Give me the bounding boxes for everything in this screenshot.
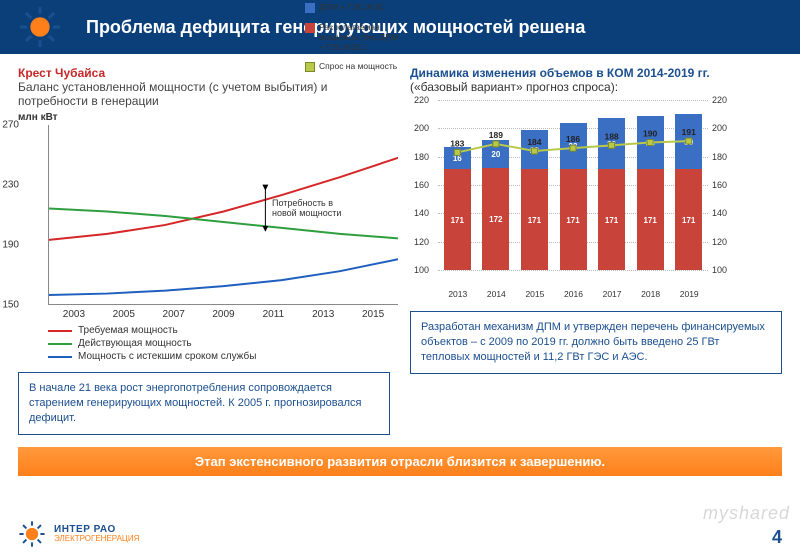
- line-chart-legend: Требуемая мощностьДействующая мощностьМо…: [48, 325, 390, 362]
- left-note: В начале 21 века рост энергопотребления …: [18, 372, 390, 435]
- right-chart-title: Динамика изменения объемов в КОМ 2014-20…: [410, 66, 782, 94]
- slide-header: Проблема дефицита генерирующих мощностей…: [0, 0, 800, 54]
- left-chart-unit: млн кВт: [18, 112, 390, 123]
- bar-chart-legend: ДПМ + ГЭС/АЭСРасполагаемая мощность (без…: [305, 2, 400, 81]
- brand: ИНТЕР РАО ЭЛЕКТРОГЕНЕРАЦИЯ: [18, 520, 139, 548]
- brand-logo-icon: [18, 520, 46, 548]
- footer-conclusion: Этап экстенсивного развития отрасли близ…: [18, 447, 782, 476]
- slide-footer: ИНТЕР РАО ЭЛЕКТРОГЕНЕРАЦИЯ 4: [18, 520, 782, 548]
- page-number: 4: [772, 527, 782, 548]
- content-area: Крест Чубайса Баланс установленной мощно…: [0, 54, 800, 435]
- brand-sub: ЭЛЕКТРОГЕНЕРАЦИЯ: [54, 535, 139, 544]
- line-chart: 150190230270 Потребность вновой мощности…: [48, 125, 398, 305]
- left-column: Крест Чубайса Баланс установленной мощно…: [18, 66, 390, 435]
- company-logo-icon: [18, 5, 62, 49]
- bar-chart: 17116172201712817133171361713817139 1831…: [438, 100, 708, 285]
- right-column: Динамика изменения объемов в КОМ 2014-20…: [410, 66, 782, 435]
- right-note: Разработан механизм ДПМ и утвержден пере…: [410, 311, 782, 374]
